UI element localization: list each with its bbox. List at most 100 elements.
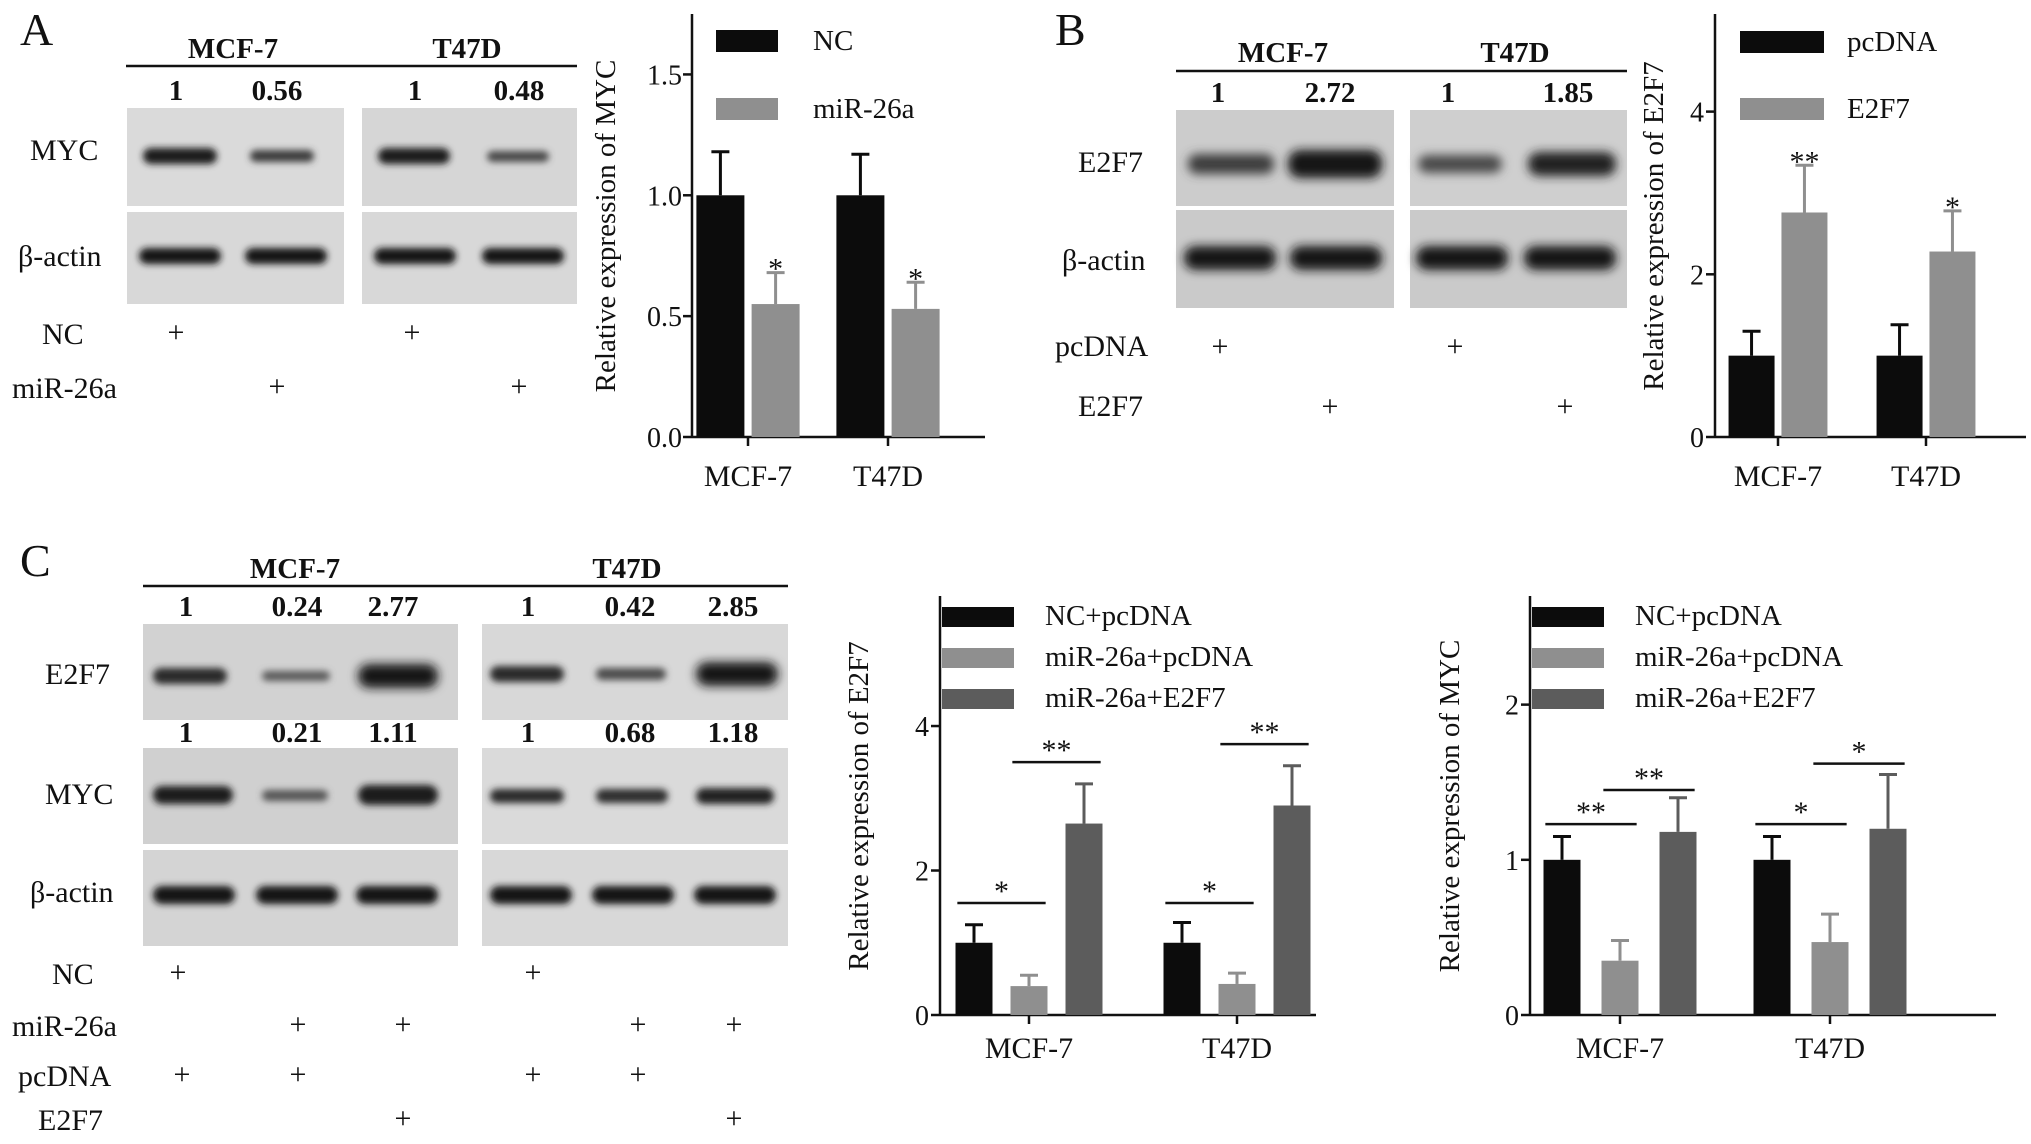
category-label: MCF-7 bbox=[704, 460, 792, 493]
legend-swatch bbox=[1740, 98, 1824, 120]
category-label: T47D bbox=[1891, 460, 1961, 493]
legend-swatch bbox=[1532, 648, 1604, 668]
bar bbox=[836, 195, 885, 437]
bar bbox=[955, 942, 993, 1015]
panel-c-plus: + bbox=[170, 956, 187, 989]
bar bbox=[751, 304, 800, 437]
panel-b-ratio-2: 2.72 bbox=[1305, 77, 1356, 109]
panel-c-e2f7-ratio: 2.77 bbox=[368, 591, 419, 623]
bar bbox=[891, 308, 940, 437]
significance-marker: * bbox=[1945, 191, 1960, 224]
legend-label: pcDNA bbox=[1847, 26, 1937, 58]
y-tick-label: 2 bbox=[915, 857, 929, 888]
chart-c-e2f7: 0 2 4 Relative expression of E2F7 MCF-7 T47D *… bbox=[843, 596, 1316, 1065]
bar bbox=[1543, 859, 1581, 1015]
significance-marker: ** bbox=[1250, 716, 1280, 749]
legend: NC miR-26a bbox=[716, 25, 915, 125]
panel-b-header-t47d: T47D bbox=[1480, 37, 1549, 69]
legend-label: NC+pcDNA bbox=[1045, 600, 1192, 632]
panel-c-label-e2f7: E2F7 bbox=[45, 658, 110, 691]
panel-b-letter: B bbox=[1055, 4, 1086, 55]
panel-c-label-actin: β-actin bbox=[30, 876, 114, 909]
bar bbox=[1218, 983, 1256, 1015]
y-tick-label: 1 bbox=[1505, 846, 1519, 877]
y-tick-label: 0 bbox=[1505, 1001, 1519, 1032]
panel-c-plus: + bbox=[290, 1058, 307, 1091]
panel-a-plus: + bbox=[511, 370, 528, 403]
panel-a-label-actin: β-actin bbox=[18, 240, 102, 273]
bar bbox=[1811, 942, 1849, 1015]
panel-c-plus: + bbox=[630, 1008, 647, 1041]
panel-c-treat-e2f7: E2F7 bbox=[38, 1104, 103, 1137]
legend-swatch bbox=[942, 689, 1014, 709]
bar bbox=[1728, 355, 1775, 437]
y-tick-label: 4 bbox=[915, 712, 929, 743]
panel-c-treat-pcdna: pcDNA bbox=[18, 1060, 112, 1093]
legend-swatch bbox=[942, 607, 1014, 627]
category-label: MCF-7 bbox=[985, 1032, 1073, 1065]
panel-a-ratio-3: 1 bbox=[408, 75, 423, 107]
legend-label: NC bbox=[813, 25, 853, 57]
panel-a-header-mcf7: MCF-7 bbox=[188, 33, 278, 65]
panel-b-label-actin: β-actin bbox=[1062, 244, 1146, 277]
charts: 0.0 0.5 1.0 1.5 Relative expression of MYC MC… bbox=[590, 14, 2026, 1065]
significance-marker: ** bbox=[1789, 145, 1819, 178]
panel-c-plus: + bbox=[726, 1008, 743, 1041]
panel-b-plus: + bbox=[1447, 330, 1464, 363]
panel-b: B MCF-7 T47D 1 2.72 1 1.85 E2F7 β-actin … bbox=[1055, 4, 1627, 423]
panel-b-blot-actin bbox=[1176, 210, 1627, 308]
bar bbox=[1163, 942, 1201, 1015]
panel-c-e2f7-ratio: 0.42 bbox=[605, 591, 656, 623]
panel-a-plus: + bbox=[404, 316, 421, 349]
panel-a-treat-nc: NC bbox=[42, 318, 84, 351]
panel-b-blot-e2f7 bbox=[1176, 110, 1627, 206]
category-label: T47D bbox=[1202, 1032, 1272, 1065]
legend-label: E2F7 bbox=[1847, 93, 1910, 125]
legend-swatch bbox=[716, 30, 778, 52]
significance-marker: ** bbox=[1576, 796, 1606, 829]
panel-c-blot-e2f7 bbox=[143, 624, 788, 720]
y-tick-label: 1.5 bbox=[647, 60, 682, 91]
bar bbox=[1781, 212, 1828, 437]
category-label: MCF-7 bbox=[1576, 1032, 1664, 1065]
legend-swatch bbox=[1532, 607, 1604, 627]
panel-b-treat-pcdna: pcDNA bbox=[1055, 330, 1149, 363]
y-tick-label: 2 bbox=[1690, 260, 1704, 291]
panel-a-blot-myc bbox=[127, 108, 577, 206]
legend-label: miR-26a+E2F7 bbox=[1045, 682, 1226, 714]
panel-a-ratio-1: 1 bbox=[169, 75, 184, 107]
panel-c-treat-mir26a: miR-26a bbox=[12, 1010, 117, 1043]
bar bbox=[1273, 805, 1311, 1015]
bar bbox=[1659, 831, 1697, 1015]
panel-a: A MCF-7 T47D 1 0.56 1 0.48 MYC β-actin N… bbox=[12, 4, 577, 405]
significance-marker: * bbox=[994, 875, 1009, 908]
panel-c-label-myc: MYC bbox=[45, 778, 113, 811]
y-tick-label: 0.0 bbox=[647, 423, 682, 454]
bar bbox=[696, 195, 745, 437]
y-tick-label: 2 bbox=[1505, 691, 1519, 722]
bar bbox=[1065, 823, 1103, 1015]
bar bbox=[1929, 251, 1976, 437]
legend-label: miR-26a+E2F7 bbox=[1635, 682, 1816, 714]
legend: pcDNA E2F7 bbox=[1740, 26, 1937, 125]
legend-label: miR-26a bbox=[813, 93, 915, 125]
panel-a-label-myc: MYC bbox=[30, 134, 98, 167]
y-axis-label: Relative expression of MYC bbox=[590, 60, 622, 393]
panel-a-plus: + bbox=[168, 316, 185, 349]
panel-c-myc-ratio: 1 bbox=[179, 717, 194, 749]
bar bbox=[1876, 355, 1923, 437]
significance-marker: ** bbox=[1634, 762, 1664, 795]
legend-swatch bbox=[716, 98, 778, 120]
panel-c-plus: + bbox=[525, 1058, 542, 1091]
legend-label: miR-26a+pcDNA bbox=[1635, 641, 1843, 673]
legend: NC+pcDNA miR-26a+pcDNA miR-26a+E2F7 bbox=[942, 600, 1253, 714]
significance-marker: * bbox=[1794, 796, 1809, 829]
panel-b-header-mcf7: MCF-7 bbox=[1238, 37, 1328, 69]
bar bbox=[1869, 828, 1907, 1015]
significance-marker: ** bbox=[1042, 734, 1072, 767]
panel-c: C MCF-7 T47D 1 0.24 2.77 1 0.42 2.85 E2F… bbox=[12, 535, 788, 1137]
category-label: T47D bbox=[1795, 1032, 1865, 1065]
panel-c-blot-actin bbox=[143, 850, 788, 946]
